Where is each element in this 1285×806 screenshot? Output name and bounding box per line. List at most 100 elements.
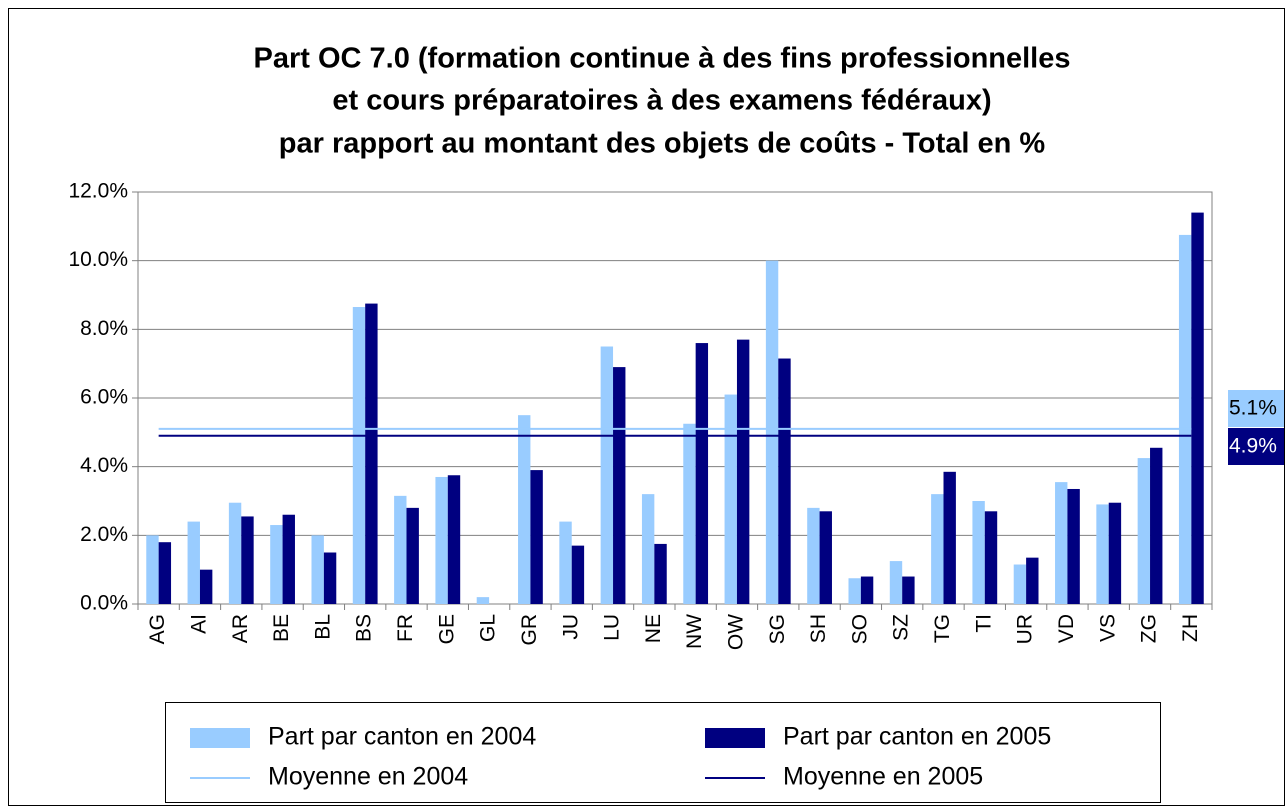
bar <box>1013 564 1027 604</box>
mean-label-box <box>1228 428 1284 465</box>
x-tick-label: ZH <box>1179 614 1202 642</box>
legend <box>165 702 1161 803</box>
x-tick-label: GL <box>477 614 500 642</box>
bar <box>765 260 779 604</box>
x-tick-label: AI <box>188 614 211 634</box>
bar <box>1055 482 1068 604</box>
bar <box>807 507 820 604</box>
y-tick-label: 4.0% <box>80 454 128 477</box>
bar <box>1178 234 1192 604</box>
y-tick-label: 8.0% <box>80 317 128 340</box>
legend-swatch <box>190 728 250 748</box>
x-tick-label: GR <box>518 614 541 646</box>
x-tick-label: TG <box>931 614 954 643</box>
bar <box>476 597 490 604</box>
bar <box>972 501 985 604</box>
bar <box>518 415 531 604</box>
mean-label-box <box>1228 390 1284 427</box>
x-tick-label: GE <box>435 614 458 644</box>
y-tick-label: 6.0% <box>80 386 128 409</box>
y-tick-label: 2.0% <box>80 523 128 546</box>
chart-frame <box>8 8 1285 806</box>
bar <box>724 394 737 604</box>
x-tick-label: BE <box>270 614 293 642</box>
x-tick-label: LU <box>601 614 624 641</box>
y-tick-label: 12.0% <box>68 180 128 203</box>
legend-label: Part par canton en 2004 <box>268 723 536 751</box>
bar <box>778 358 791 604</box>
chart-title: par rapport au montant des objets de coû… <box>279 128 1046 160</box>
chart-title: Part OC 7.0 (formation continue à des fi… <box>254 43 1071 75</box>
x-tick-label: ZG <box>1138 614 1161 643</box>
bar <box>323 552 337 604</box>
x-tick-label: FR <box>394 614 417 642</box>
x-tick-label: TI <box>972 614 995 633</box>
bar <box>641 494 655 604</box>
bar <box>199 569 213 604</box>
bar <box>931 494 944 604</box>
x-tick-label: SO <box>848 614 871 644</box>
bar <box>571 545 585 604</box>
bar <box>1096 504 1109 604</box>
bar <box>1067 488 1080 604</box>
bar <box>984 511 998 604</box>
bar <box>1137 458 1151 604</box>
bar <box>1026 557 1039 604</box>
mean-label: 5.1% <box>1229 397 1277 420</box>
bar <box>282 514 295 604</box>
x-tick-label: SH <box>807 614 830 643</box>
x-tick-label: VS <box>1096 614 1119 642</box>
x-tick-label: VD <box>1055 614 1078 643</box>
legend-label: Moyenne en 2005 <box>783 763 983 791</box>
x-tick-label: SG <box>766 614 789 644</box>
bar <box>447 475 461 604</box>
x-tick-label: AR <box>229 614 252 643</box>
bar <box>394 495 407 604</box>
bar <box>270 525 283 604</box>
bar <box>559 521 572 604</box>
bar <box>228 502 242 604</box>
mean-label: 4.9% <box>1229 435 1277 458</box>
bar <box>241 516 254 604</box>
bar <box>311 535 324 604</box>
x-tick-label: UR <box>1014 614 1037 644</box>
bar <box>352 307 366 604</box>
bar <box>889 561 903 604</box>
legend-label: Moyenne en 2004 <box>268 763 468 791</box>
bar <box>860 576 874 604</box>
bar <box>435 476 448 604</box>
bar <box>146 535 159 604</box>
y-tick-label: 0.0% <box>80 592 128 615</box>
bar <box>943 471 956 604</box>
bar <box>736 339 750 604</box>
x-tick-label: BS <box>353 614 376 642</box>
x-tick-label: NE <box>642 614 665 643</box>
bar <box>613 367 626 604</box>
x-tick-label: BL <box>311 614 334 640</box>
bar <box>600 346 614 604</box>
bar <box>187 521 200 604</box>
bar <box>1191 212 1204 604</box>
y-tick-label: 10.0% <box>68 248 128 271</box>
bar <box>365 303 378 604</box>
bar <box>406 507 419 604</box>
x-tick-label: OW <box>725 614 748 650</box>
legend-label: Part par canton en 2005 <box>783 723 1051 751</box>
chart-title: et cours préparatoires à des examens féd… <box>332 85 991 117</box>
bar <box>158 542 172 604</box>
x-tick-label: JU <box>559 614 582 640</box>
bar <box>1150 447 1163 604</box>
x-tick-label: SZ <box>890 614 913 641</box>
bar <box>819 511 832 604</box>
x-tick-label: AG <box>146 614 169 644</box>
bar <box>530 470 543 604</box>
bar <box>902 576 915 604</box>
legend-swatch <box>705 728 765 748</box>
bar <box>695 343 709 604</box>
x-tick-label: NW <box>683 614 706 649</box>
bar <box>683 423 696 604</box>
bar <box>848 578 861 604</box>
bar <box>654 543 667 604</box>
